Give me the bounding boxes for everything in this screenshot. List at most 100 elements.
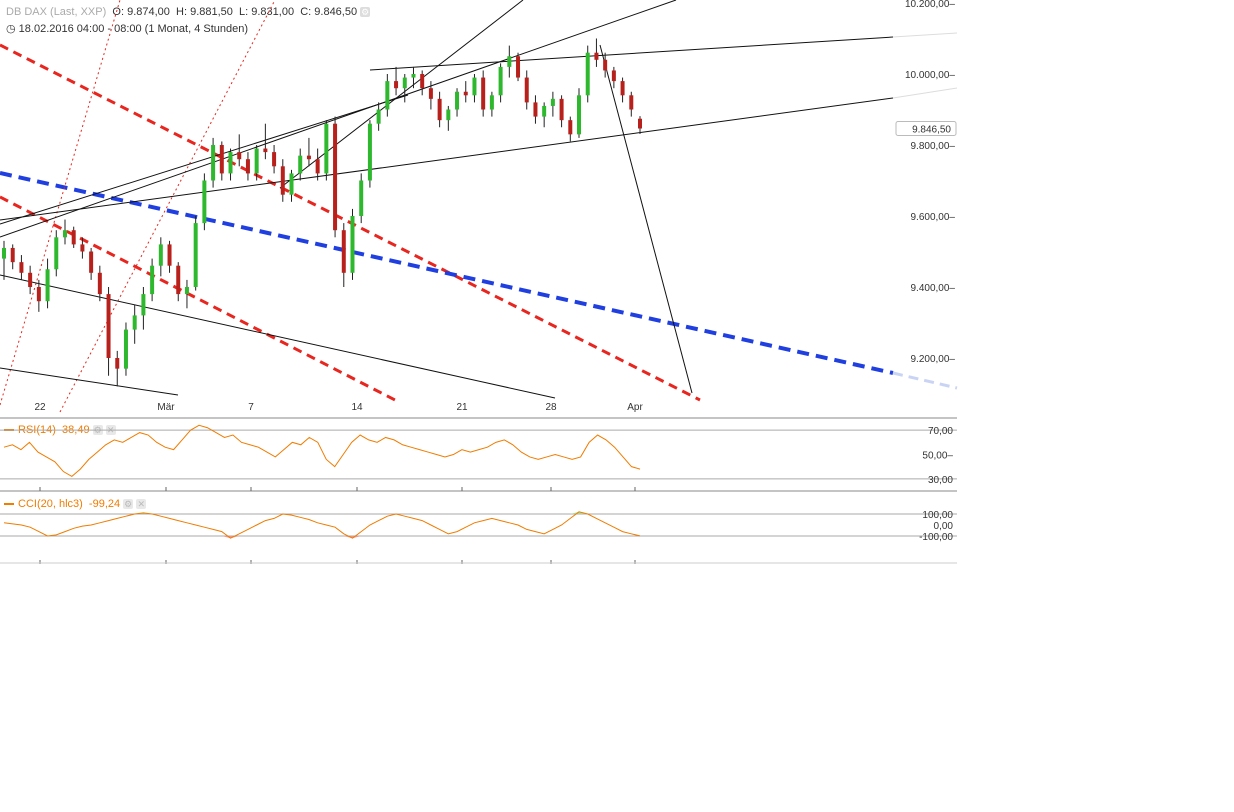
candle [333, 116, 338, 238]
candle-body [150, 265, 155, 295]
candle-body [585, 52, 590, 96]
candle-body [402, 77, 407, 89]
candle-body [463, 91, 468, 96]
candle-body [489, 95, 494, 110]
candle-body [629, 95, 634, 110]
low-value: L: 9.831,00 [239, 6, 295, 18]
candle [254, 145, 259, 181]
candle [489, 91, 494, 117]
candle [193, 216, 198, 291]
candle-body [542, 105, 547, 117]
candle-body [254, 148, 259, 174]
candle-body [306, 155, 311, 160]
candle [28, 265, 33, 295]
candle [394, 66, 399, 96]
candle-body [228, 152, 233, 174]
y-tick-label: 10.200,00– [905, 0, 955, 10]
candle-body [45, 269, 50, 302]
y-tick-label: 9.800,00– [911, 141, 956, 152]
candle [550, 91, 555, 117]
candle [184, 279, 189, 309]
settings-icon[interactable]: ⚙ [360, 7, 371, 18]
candle-body [298, 155, 303, 174]
candle [620, 77, 625, 103]
candle-body [498, 66, 503, 96]
cci-close-icon[interactable]: ✕ [136, 499, 147, 510]
blue-trend-line [0, 171, 894, 375]
candle [141, 287, 146, 330]
instrument-source: (Last, XXP) [50, 6, 107, 18]
candle [524, 70, 529, 110]
candle [376, 102, 381, 131]
candle [585, 45, 590, 103]
candle [507, 45, 512, 78]
y-tick-label: 9.400,00– [911, 283, 956, 294]
candle-body [455, 91, 460, 110]
candle [228, 148, 233, 181]
candle-body [263, 148, 268, 153]
x-tick-label: 28 [545, 402, 557, 413]
black-line-8 [599, 44, 693, 394]
x-tick-label: 7 [248, 402, 254, 413]
candle-body [577, 95, 582, 135]
cci-dash-icon [4, 503, 14, 506]
candle-body [89, 251, 94, 273]
candle-body [97, 272, 102, 295]
candle [359, 173, 364, 224]
candle-body [533, 102, 538, 117]
candle [306, 137, 311, 167]
black-line-7 [369, 36, 894, 71]
black-line-3 [279, 0, 524, 189]
candle [176, 262, 181, 302]
candle-body [62, 230, 67, 238]
candle [45, 258, 50, 309]
candle-body [28, 272, 33, 287]
candle [594, 38, 599, 67]
black-line-6 [0, 97, 894, 221]
candle [542, 102, 547, 128]
candle-body [367, 123, 372, 181]
cci-level-label: -100,00 [919, 532, 953, 543]
candle-body [80, 244, 85, 252]
blue-trend-faded [892, 371, 958, 390]
candle [245, 152, 250, 181]
chart-header: DB DAX (Last, XXP) O: 9.874,00 H: 9.881,… [6, 6, 371, 18]
period-text: 18.02.2016 04:00 - 08:00 (1 Monat, 4 Stu… [18, 23, 249, 35]
candle-body [638, 118, 642, 129]
red-dotted-line-1 [59, 0, 276, 413]
candle [385, 74, 390, 117]
candle [10, 244, 15, 270]
candle-body [193, 223, 198, 287]
candle-body [10, 247, 15, 263]
red-channel-upper [0, 43, 701, 402]
last-price-box [895, 120, 957, 136]
candle [158, 237, 163, 277]
x-tick-label: 21 [456, 402, 468, 413]
candle-body [219, 145, 224, 174]
x-tick-label: Mär [157, 402, 175, 413]
candle [80, 237, 85, 259]
candle-body [437, 98, 442, 121]
candle [498, 63, 503, 103]
x-tick-label: 22 [34, 402, 46, 413]
candle-body [472, 77, 477, 96]
x-tick-label: Apr [627, 402, 643, 413]
cci-settings-icon[interactable]: ⚙ [123, 499, 134, 510]
candle-body [507, 56, 512, 67]
candle-body [516, 56, 521, 78]
candle [219, 141, 224, 181]
x-tick-label: 14 [351, 402, 363, 413]
candle-body [54, 237, 59, 270]
black-line-5 [0, 367, 179, 396]
candle-body [115, 358, 120, 369]
rsi-level-label: 70,00 [928, 426, 953, 437]
cci-level-label: 0,00 [934, 521, 954, 532]
cci-label: CCI(20, hlc3) [18, 498, 83, 510]
candle [132, 304, 137, 344]
candle [324, 120, 329, 181]
candle [62, 219, 67, 245]
close-value: C: 9.846,50 [300, 6, 358, 18]
candle-body [184, 287, 189, 295]
candle-body [376, 109, 381, 124]
